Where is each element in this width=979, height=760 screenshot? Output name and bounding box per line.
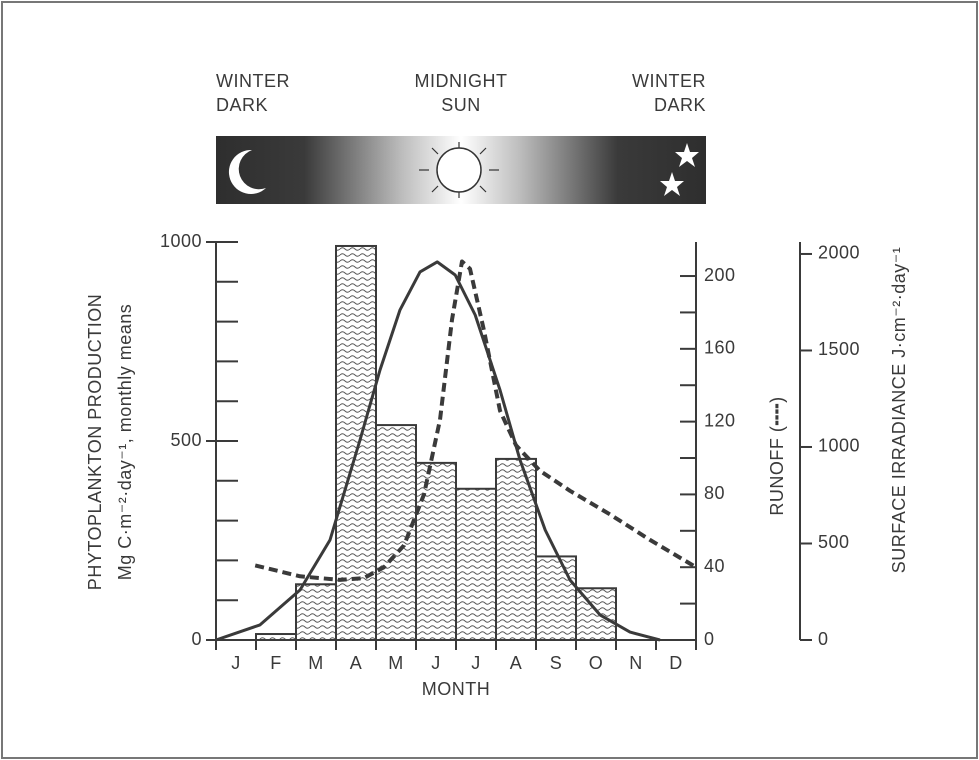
season-label: WINTER — [632, 71, 706, 91]
season-label: SUN — [441, 95, 481, 115]
y2-tick-label: 160 — [704, 338, 736, 358]
frame — [2, 2, 977, 758]
y3-tick-label: 1500 — [818, 339, 860, 359]
bar — [456, 489, 496, 640]
y-axis-label: PHYTOPLANKTON PRODUCTION — [85, 294, 105, 590]
y2-tick-label: 40 — [704, 556, 725, 576]
bar — [296, 584, 336, 640]
y3-tick-label: 1000 — [818, 436, 860, 456]
x-tick-label: O — [589, 653, 604, 673]
y2-tick-label: 200 — [704, 265, 736, 285]
y3-tick-label: 0 — [818, 629, 829, 649]
y-axis-label: Mg C·m⁻²·day⁻¹, monthly means — [115, 304, 135, 581]
x-tick-label: M — [388, 653, 404, 673]
y2-axis-label: RUNOFF (╍╍) — [767, 396, 787, 515]
y2-tick-label: 80 — [704, 483, 725, 503]
season-banner — [216, 136, 706, 204]
y2-tick-label: 0 — [704, 629, 715, 649]
y-tick-label: 500 — [170, 430, 202, 450]
y-tick-label: 0 — [191, 629, 202, 649]
x-tick-label: J — [231, 653, 241, 673]
y3-tick-label: 500 — [818, 532, 850, 552]
x-tick-label: M — [308, 653, 324, 673]
y3-axis-label: SURFACE IRRADIANCE J·cm⁻²·day⁻¹ — [889, 247, 909, 574]
bar — [416, 463, 456, 640]
season-label: WINTER — [216, 71, 290, 91]
y2-tick-label: 120 — [704, 410, 736, 430]
y3-tick-label: 2000 — [818, 243, 860, 263]
x-tick-label: A — [350, 653, 363, 673]
chart: WINTER DARK MIDNIGHT SUN WINTER DARK J F M A M J J A S… — [0, 0, 979, 760]
x-tick-label: J — [471, 653, 481, 673]
season-label: MIDNIGHT — [415, 71, 508, 91]
season-label: DARK — [216, 95, 268, 115]
x-tick-label: J — [431, 653, 441, 673]
season-label: DARK — [654, 95, 706, 115]
x-tick-label: N — [629, 653, 643, 673]
x-axis-label: MONTH — [422, 679, 491, 699]
x-tick-label: F — [270, 653, 282, 673]
bar — [536, 556, 576, 640]
x-tick-label: A — [510, 653, 523, 673]
y-tick-label: 1000 — [160, 231, 202, 251]
x-tick-label: S — [550, 653, 563, 673]
x-tick-label: D — [669, 653, 683, 673]
